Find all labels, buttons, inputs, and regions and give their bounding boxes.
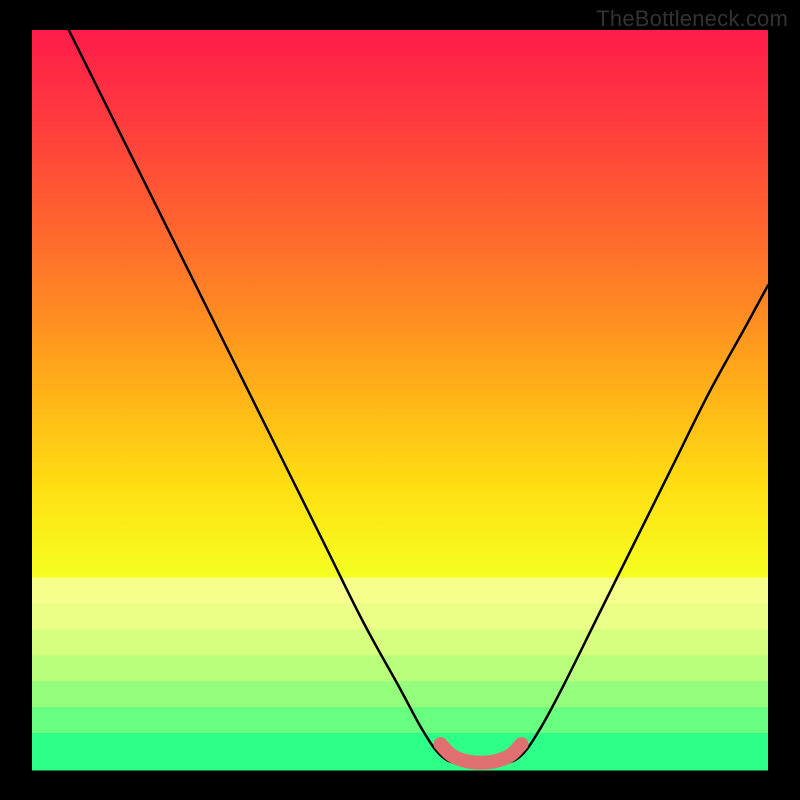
- bottleneck-chart: [0, 0, 800, 800]
- watermark-text: TheBottleneck.com: [596, 6, 788, 32]
- chart-container: TheBottleneck.com: [0, 0, 800, 800]
